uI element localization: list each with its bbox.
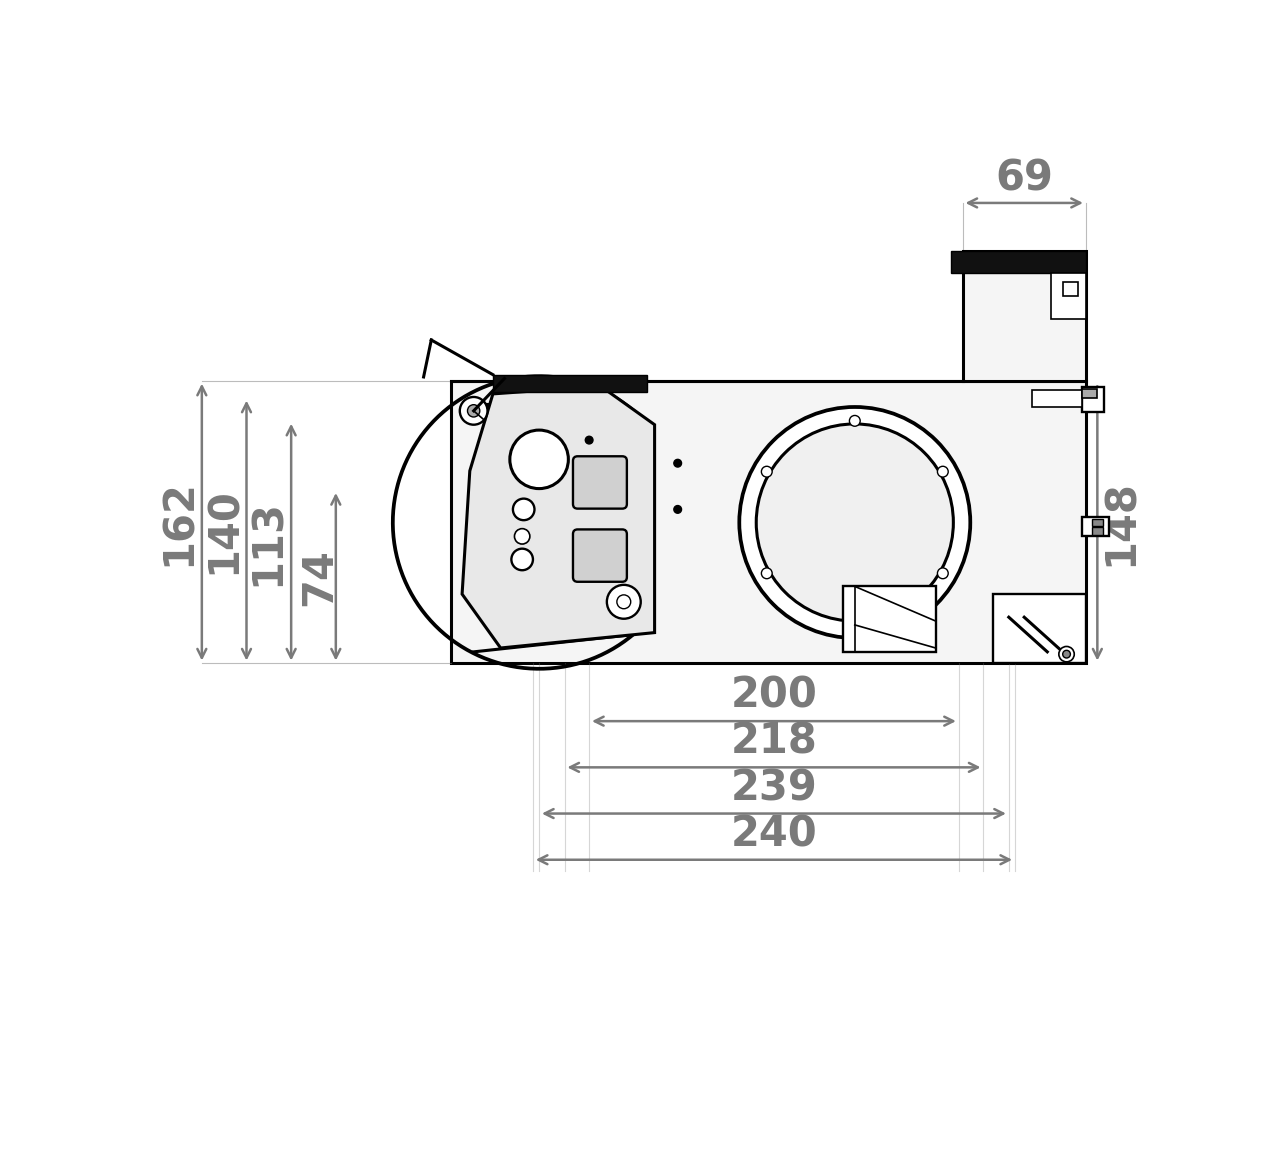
- Bar: [1091, 527, 1103, 535]
- Text: 200: 200: [731, 675, 817, 716]
- Text: 148: 148: [1099, 479, 1141, 565]
- Circle shape: [1062, 650, 1070, 658]
- Text: 162: 162: [157, 479, 199, 565]
- Text: 74: 74: [298, 548, 340, 606]
- Circle shape: [1058, 647, 1075, 662]
- Bar: [450, 381, 1086, 663]
- Circle shape: [585, 436, 593, 444]
- Circle shape: [467, 404, 480, 417]
- Circle shape: [514, 529, 530, 544]
- Polygon shape: [462, 387, 655, 648]
- Circle shape: [617, 595, 631, 609]
- Bar: [1082, 388, 1098, 397]
- Text: 239: 239: [731, 767, 817, 810]
- Bar: [843, 586, 935, 652]
- FancyBboxPatch shape: [574, 529, 627, 581]
- Circle shape: [607, 585, 641, 619]
- Bar: [1051, 273, 1086, 319]
- Circle shape: [674, 506, 681, 514]
- Bar: [1082, 387, 1104, 411]
- Circle shape: [938, 567, 948, 579]
- Text: 140: 140: [202, 487, 245, 574]
- Circle shape: [756, 424, 953, 621]
- Circle shape: [513, 499, 534, 521]
- Text: 69: 69: [995, 157, 1053, 199]
- Bar: [1082, 517, 1109, 536]
- Bar: [1032, 390, 1082, 407]
- Bar: [1091, 518, 1103, 527]
- Bar: [963, 252, 1086, 381]
- Circle shape: [849, 619, 860, 629]
- Circle shape: [849, 416, 860, 426]
- Circle shape: [761, 466, 772, 476]
- Circle shape: [740, 407, 971, 638]
- Bar: [492, 375, 647, 391]
- Text: 240: 240: [731, 813, 817, 855]
- Circle shape: [674, 459, 681, 467]
- Circle shape: [459, 397, 487, 425]
- Bar: [994, 594, 1086, 663]
- Text: 218: 218: [731, 721, 817, 763]
- Bar: [1062, 282, 1079, 296]
- Text: 113: 113: [247, 499, 289, 586]
- Circle shape: [761, 567, 772, 579]
- Bar: [950, 252, 1086, 273]
- FancyBboxPatch shape: [574, 457, 627, 509]
- Circle shape: [510, 430, 569, 488]
- Circle shape: [938, 466, 948, 476]
- Circle shape: [511, 549, 533, 570]
